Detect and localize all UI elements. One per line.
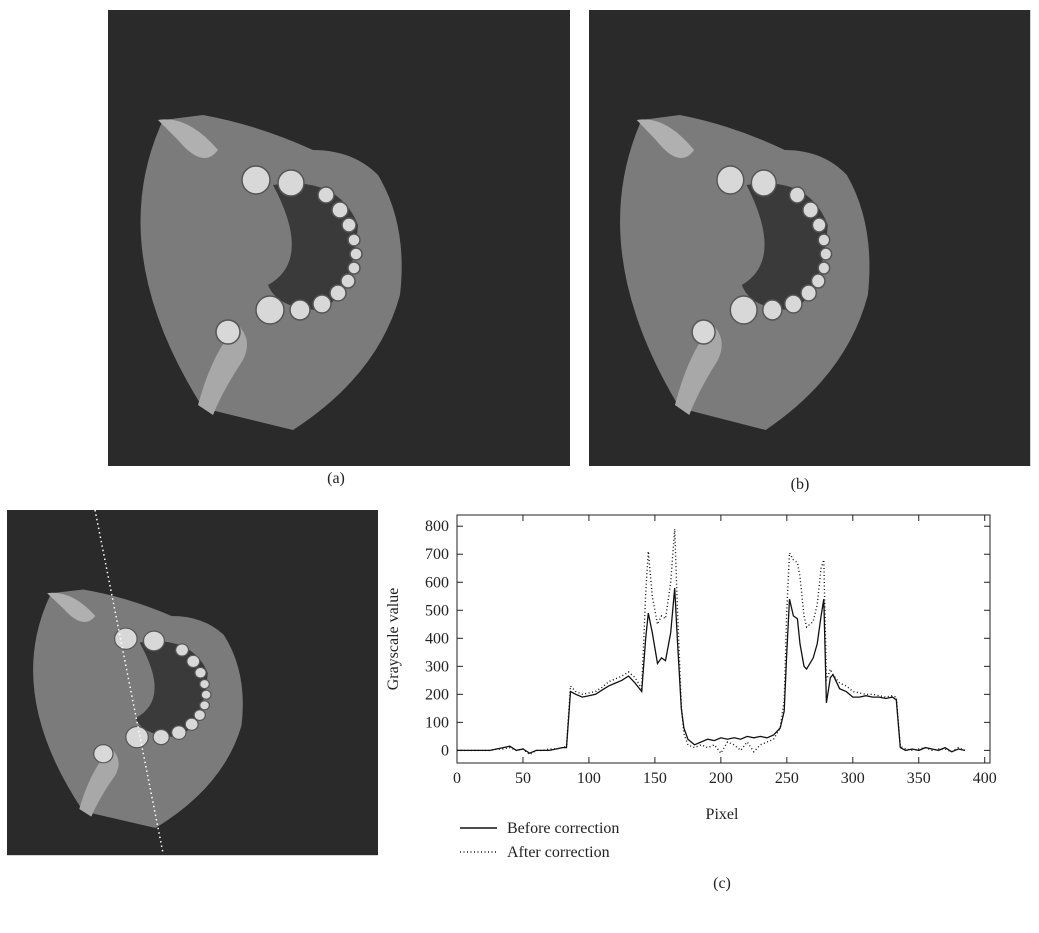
y-tick-label: 600 — [425, 574, 449, 591]
x-tick-label: 100 — [577, 770, 601, 787]
y-tick-label: 200 — [425, 686, 449, 703]
series-line — [457, 528, 966, 756]
legend-label: After correction — [507, 844, 610, 861]
x-tick-label: 150 — [643, 770, 667, 787]
x-axis-label: Pixel — [706, 806, 739, 823]
panel-label: (b) — [791, 476, 810, 493]
x-tick-label: 350 — [907, 770, 931, 787]
x-tick-label: 50 — [515, 770, 531, 787]
panel-label: (c) — [713, 875, 731, 892]
image-b — [588, 9, 1031, 467]
panel-label: (a) — [327, 470, 345, 487]
image-a — [107, 9, 571, 467]
series-line — [457, 587, 966, 754]
y-tick-label: 400 — [425, 630, 449, 647]
x-tick-label: 400 — [973, 770, 997, 787]
y-tick-label: 100 — [425, 714, 449, 731]
legend-label: Before correction — [507, 820, 619, 837]
x-tick-label: 200 — [709, 770, 733, 787]
y-tick-label: 500 — [425, 602, 449, 619]
y-tick-label: 800 — [425, 518, 449, 535]
y-tick-label: 300 — [425, 658, 449, 675]
plot-frame — [456, 514, 991, 764]
y-tick-label: 0 — [441, 742, 449, 759]
x-tick-label: 250 — [775, 770, 799, 787]
y-axis-label: Grayscale value — [385, 588, 402, 691]
image-c — [6, 509, 379, 856]
x-tick-label: 300 — [841, 770, 865, 787]
x-tick-label: 0 — [453, 770, 461, 787]
y-tick-label: 700 — [425, 546, 449, 563]
